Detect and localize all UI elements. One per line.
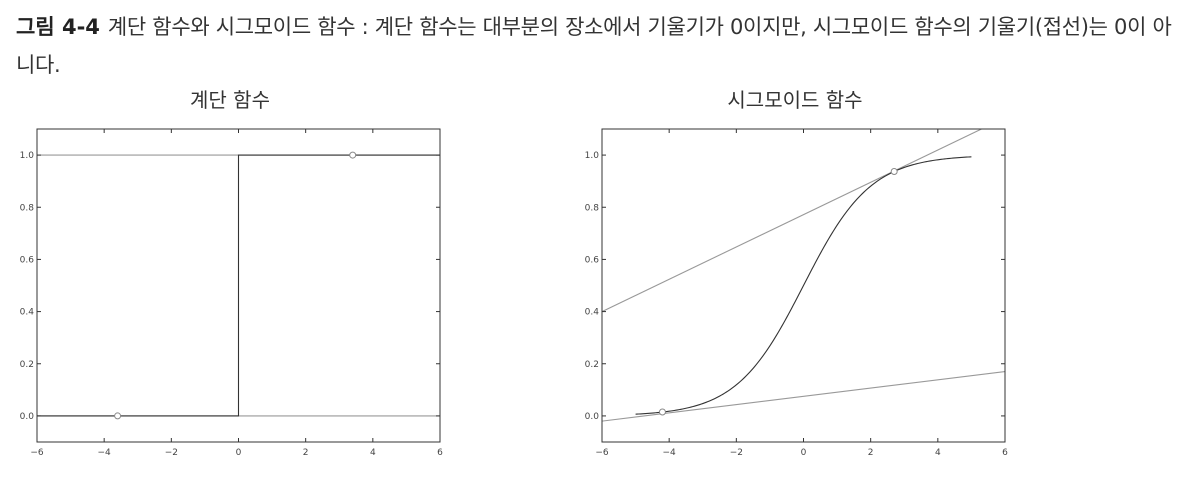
y-tick-label: 0.6: [585, 255, 600, 265]
figure-label: 그림 4-4: [16, 15, 100, 39]
tangent-line: [602, 129, 982, 313]
tangent-point: [114, 412, 122, 420]
x-tick-label: 4: [370, 448, 376, 458]
y-tick-label: 0.8: [585, 203, 600, 213]
x-tick-label: −4: [98, 448, 112, 458]
y-tick-label: 0.2: [20, 360, 34, 370]
tangent-line: [602, 371, 1005, 422]
y-tick-label: 0.8: [20, 203, 35, 213]
x-tick-label: 0: [801, 448, 807, 458]
sigmoid-curve: [635, 156, 972, 415]
x-tick-label: 6: [1002, 448, 1008, 458]
y-tick-label: 0.0: [20, 412, 35, 422]
sigmoid-function-plot: −6 −4 −2 0 2 4 6 0.0 0.2 0.4 0.6 0.8 1.0: [585, 128, 1008, 458]
figure-caption-text: 계단 함수와 시그모이드 함수 : 계단 함수는 대부분의 장소에서 기울기가 …: [16, 15, 1172, 77]
plot-area: [37, 151, 440, 420]
x-tick-label: −4: [663, 448, 677, 458]
step-curve: [37, 154, 440, 417]
step-function-plot: −6 −4 −2 0 2 4 6 0.0 0.2 0.4 0.6 0.8 1.0: [20, 128, 443, 458]
y-tick-label: 0.0: [585, 412, 600, 422]
sigmoid-function-chart: 시그모이드 함수 −6 −4 −2 0 2 4 6 0.0 0.2 0.4 0.6 0.8 1.0: [565, 84, 1025, 464]
step-function-chart: 계단 함수 −6 −4 −2 0 2 4 6 0.0 0.2 0.4 0.6 0.8 1.0: [0, 84, 460, 464]
x-tick-label: −6: [30, 448, 44, 458]
x-tick-label: 0: [236, 448, 242, 458]
x-tick-label: −2: [730, 448, 743, 458]
y-tick-label: 0.4: [585, 308, 600, 318]
tangent-point: [890, 168, 898, 176]
tangent-point: [658, 408, 666, 416]
chart-title: 계단 함수: [190, 88, 270, 112]
tangent-point: [349, 151, 357, 159]
x-tick-label: 2: [868, 448, 874, 458]
y-tick-label: 0.4: [20, 308, 35, 318]
y-tick-label: 0.2: [585, 360, 599, 370]
x-tick-label: 2: [303, 448, 309, 458]
y-tick-label: 1.0: [20, 151, 35, 161]
x-tick-label: −2: [165, 448, 178, 458]
y-tick-label: 0.6: [20, 255, 35, 265]
y-tick-label: 1.0: [585, 151, 600, 161]
x-tick-label: −6: [595, 448, 609, 458]
plot-area: [602, 129, 1005, 422]
x-tick-label: 6: [437, 448, 443, 458]
chart-title: 시그모이드 함수: [727, 88, 863, 112]
figure-caption: 그림 4-4 계단 함수와 시그모이드 함수 : 계단 함수는 대부분의 장소에서…: [16, 8, 1181, 84]
x-tick-label: 4: [935, 448, 941, 458]
